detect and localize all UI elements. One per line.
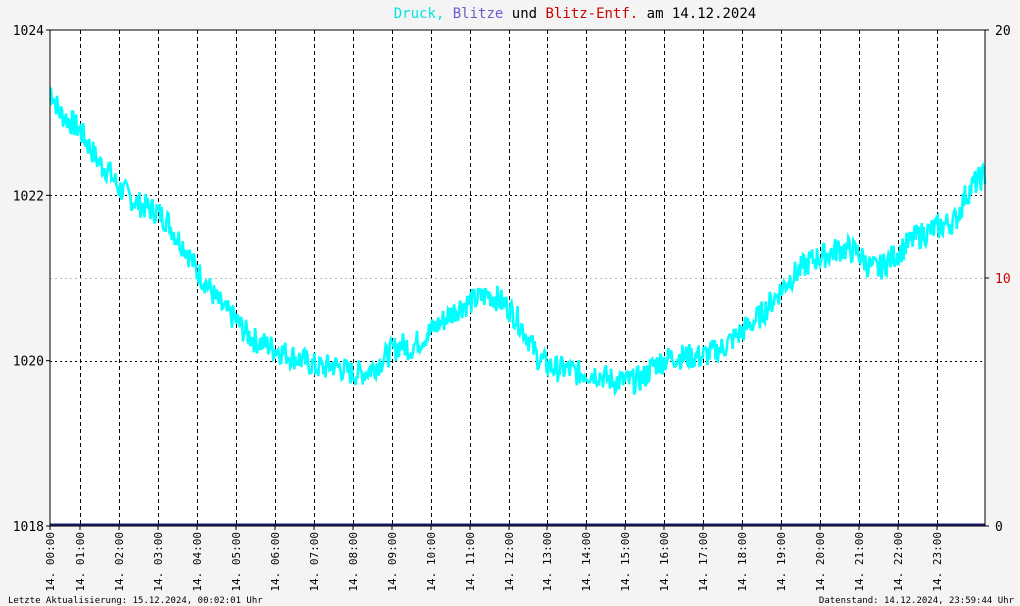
x-tick-label: 14. 08:00 [347, 532, 360, 592]
x-tick-label: 14. 18:00 [736, 532, 749, 592]
y-tick-label-right: 0 [995, 520, 1003, 535]
title-part: am 14.12.2024 [638, 6, 756, 22]
title-part: Druck, [394, 6, 445, 22]
y-tick-label-left: 1018 [13, 520, 44, 535]
title-part: und [503, 6, 537, 22]
x-tick-label: 14. 06:00 [269, 532, 282, 592]
x-tick-label: 14. 12:00 [503, 532, 516, 592]
x-tick-label: 14. 22:00 [892, 532, 905, 592]
series-layer [49, 87, 987, 527]
x-tick-label: 14. 13:00 [541, 532, 554, 592]
x-tick-label: 14. 20:00 [814, 532, 827, 592]
x-tick-label: 14. 01:00 [74, 532, 87, 592]
x-tick-label: 14. 19:00 [775, 532, 788, 592]
x-tick-label: 14. 05:00 [230, 532, 243, 592]
x-tick-label: 14. 07:00 [308, 532, 321, 592]
x-tick-label: 14. 00:00 [44, 532, 57, 592]
x-tick-label: 14. 16:00 [658, 532, 671, 592]
x-tick-label: 14. 03:00 [152, 532, 165, 592]
x-tick-label: 14. 11:00 [464, 532, 477, 592]
x-tick-label: 14. 09:00 [386, 532, 399, 592]
y-axis-left: 1018 1020 1022 1024 [13, 24, 50, 535]
x-tick-label: 14. 04:00 [191, 532, 204, 592]
x-tick-label: 14. 23:00 [931, 532, 944, 592]
y-tick-label-left: 1020 [13, 355, 44, 370]
y-tick-label-right: 10 [995, 272, 1011, 287]
title-part: Blitz-Entf. [537, 6, 638, 22]
y-tick-label-left: 1022 [13, 189, 44, 204]
x-tick-label: 14. 17:00 [697, 532, 710, 592]
series-druck [49, 87, 987, 397]
x-tick-label: 14. 10:00 [425, 532, 438, 592]
chart-title: Druck, Blitze und Blitz-Entf. am 14.12.2… [394, 6, 756, 22]
x-tick-label: 14. 02:00 [113, 532, 126, 592]
footer-right: Datenstand: 14.12.2024, 23:59:44 Uhr [819, 596, 1015, 606]
y-tick-label-left: 1024 [13, 24, 44, 39]
x-tick-label: 14. 15:00 [619, 532, 632, 592]
x-tick-label: 14. 21:00 [853, 532, 866, 592]
title-part: Blitze [444, 6, 503, 22]
y-axis-right: 0 10 20 [985, 24, 1011, 535]
y-tick-label-right: 20 [995, 24, 1011, 39]
x-axis: 14. 00:00 14. 01:00 14. 02:00 14. 03:00 14. … [44, 526, 944, 592]
x-tick-label: 14. 14:00 [580, 532, 593, 592]
footer-left: Letzte Aktualisierung: 15.12.2024, 00:02… [8, 596, 263, 606]
